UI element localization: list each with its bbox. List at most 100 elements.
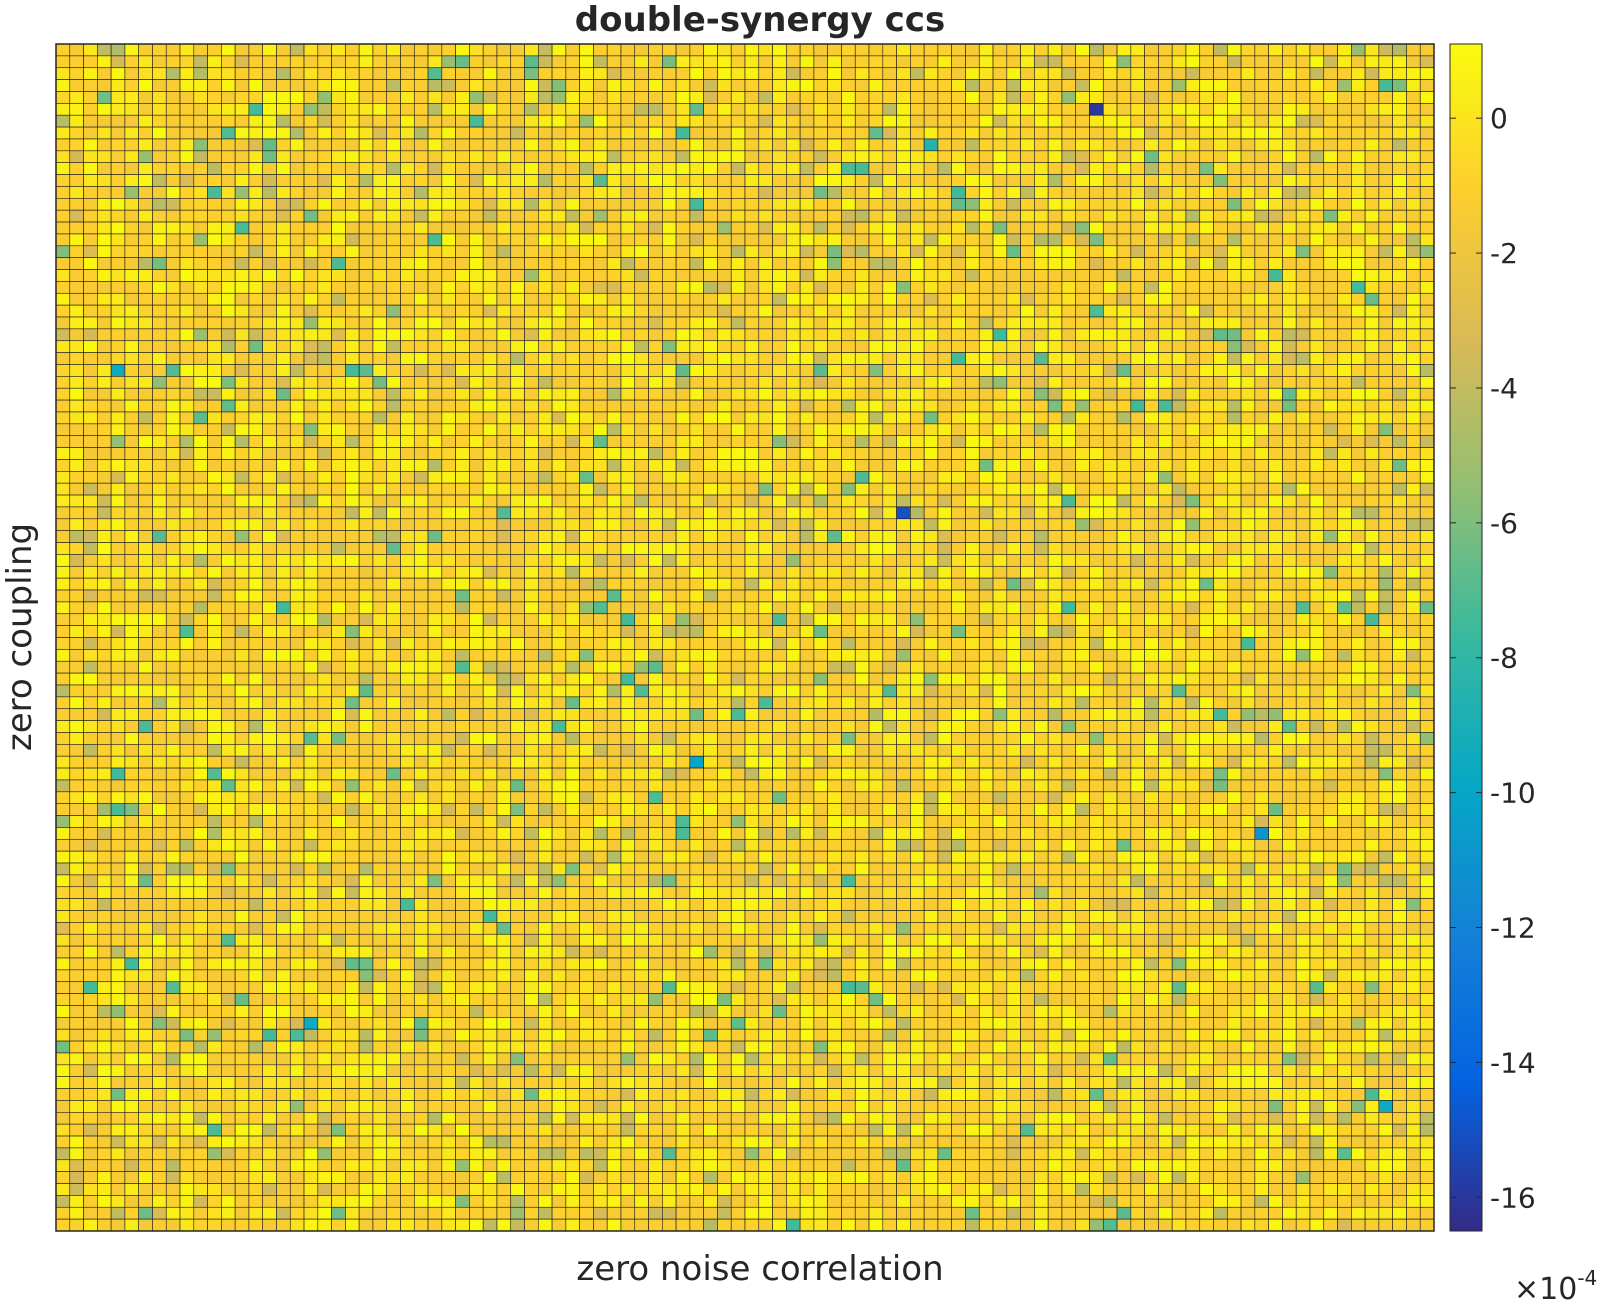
heatmap-cell [1378, 423, 1393, 437]
heatmap-cell [248, 233, 263, 247]
heatmap-cell [758, 387, 773, 401]
heatmap-cell [1240, 150, 1256, 164]
heatmap-cell [400, 186, 415, 199]
heatmap-cell [1254, 435, 1269, 448]
heatmap-cell [1075, 55, 1090, 69]
heatmap-cell [1006, 340, 1021, 353]
heatmap-cell [1227, 554, 1242, 567]
heatmap-cell [482, 506, 498, 520]
heatmap-cell [565, 506, 580, 520]
heatmap-cell [758, 352, 773, 365]
heatmap-cell [386, 91, 401, 104]
heatmap-cell [537, 150, 553, 164]
heatmap-cell [910, 233, 925, 247]
heatmap-cell [1089, 150, 1104, 164]
heatmap-cell [1185, 530, 1201, 543]
heatmap-cell [1047, 387, 1063, 401]
heatmap-cell [1282, 103, 1297, 116]
heatmap-cell [1047, 589, 1063, 603]
heatmap-cell [868, 589, 884, 603]
heatmap-cell [386, 340, 401, 353]
heatmap-cell [923, 399, 939, 413]
heatmap-cell [675, 138, 691, 152]
heatmap-cell [482, 459, 498, 472]
heatmap-cell [1323, 198, 1338, 211]
heatmap-cell [537, 233, 553, 247]
heatmap-cell [537, 542, 553, 555]
heatmap-cell [910, 565, 925, 579]
heatmap-cell [317, 198, 332, 211]
heatmap-cell [868, 245, 884, 258]
heatmap-cell [1020, 292, 1035, 306]
heatmap-cell [372, 447, 388, 460]
heatmap-cell [1020, 67, 1035, 80]
heatmap-cell [207, 209, 222, 223]
heatmap-cell [992, 459, 1008, 472]
heatmap-cell [565, 316, 580, 330]
heatmap-cell [882, 316, 897, 330]
heatmap-cell [1323, 459, 1338, 472]
heatmap-cell [69, 55, 84, 69]
heatmap-cell [1268, 506, 1283, 520]
heatmap-cell [703, 150, 718, 164]
heatmap-cell [634, 103, 649, 116]
heatmap-cell [551, 577, 567, 591]
heatmap-cell [1116, 376, 1132, 389]
heatmap-cell [358, 494, 374, 508]
heatmap-cell [400, 162, 415, 175]
heatmap-cell [69, 340, 84, 353]
heatmap-cell [689, 459, 704, 472]
heatmap-cell [303, 245, 319, 258]
heatmap-cell [234, 198, 250, 211]
heatmap-cell [1006, 138, 1021, 152]
heatmap-cell [110, 233, 126, 247]
heatmap-cell [1364, 103, 1380, 116]
heatmap-cell [1171, 435, 1187, 448]
heatmap-cell [289, 150, 305, 164]
heatmap-cell [978, 352, 994, 365]
heatmap-cell [97, 328, 112, 342]
heatmap-cell [579, 518, 594, 531]
heatmap-cell [152, 114, 167, 128]
heatmap-cell [55, 399, 71, 413]
heatmap-cell [345, 233, 360, 247]
heatmap-cell [1240, 292, 1256, 306]
heatmap-cell [675, 186, 691, 199]
heatmap-cell [1254, 150, 1269, 164]
heatmap-cell [1006, 103, 1021, 116]
heatmap-cell [634, 554, 649, 567]
heatmap-cell [510, 471, 525, 484]
heatmap-cell [124, 209, 139, 223]
heatmap-cell [469, 376, 484, 389]
heatmap-cell [937, 423, 952, 437]
heatmap-cell [965, 423, 980, 437]
heatmap-cell [1213, 554, 1228, 567]
heatmap-cell [1378, 162, 1393, 175]
heatmap-cell [1130, 114, 1145, 128]
heatmap-cell [1116, 577, 1132, 591]
heatmap-cell [1337, 269, 1352, 282]
heatmap-cell [413, 233, 429, 247]
heatmap-cell [455, 304, 470, 318]
heatmap-cell [469, 91, 484, 104]
heatmap-cell [662, 162, 677, 175]
heatmap-cell [138, 91, 153, 104]
heatmap-cell [1034, 447, 1049, 460]
heatmap-cell [69, 328, 84, 342]
heatmap-cell [827, 589, 842, 603]
heatmap-cell [1130, 518, 1145, 531]
heatmap-cell [662, 233, 677, 247]
heatmap-cell [758, 435, 773, 448]
heatmap-cell [868, 376, 884, 389]
heatmap-cell [1199, 198, 1214, 211]
heatmap-cell [758, 233, 773, 247]
heatmap-cell [289, 162, 305, 175]
heatmap-cell [289, 471, 305, 484]
heatmap-cell [1254, 138, 1269, 152]
heatmap-cell [1254, 269, 1269, 282]
heatmap-cell [1158, 530, 1173, 543]
heatmap-cell [923, 186, 939, 199]
heatmap-cell [83, 281, 98, 294]
heatmap-cell [69, 482, 84, 496]
heatmap-cell [951, 186, 966, 199]
